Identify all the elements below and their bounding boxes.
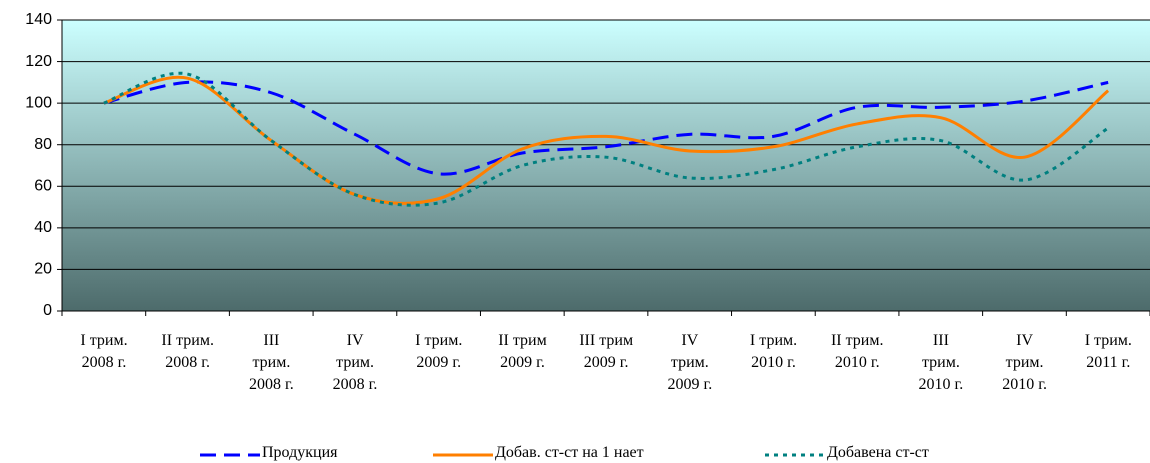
x-tick-label: II трим. 2008 г. — [161, 332, 214, 371]
legend-label: Добав. ст-ст на 1 нает — [495, 444, 644, 461]
x-tick-label: I трим. 2010 г. — [749, 332, 798, 371]
plot-area — [62, 20, 1150, 311]
x-tick-label: I трим. 2008 г. — [80, 332, 128, 371]
y-tick-label: 80 — [34, 136, 52, 153]
x-tick-label: I трим. 2011 г. — [1084, 332, 1132, 371]
series-line — [103, 80, 1109, 176]
y-tick-label: 40 — [34, 219, 52, 236]
x-tick-label: II трим. 2010 г. — [830, 332, 884, 371]
x-tick-label: III трим. 2010 г. — [918, 332, 964, 393]
x-tick-label: IV трим. 2009 г. — [667, 332, 713, 393]
y-tick-label: 0 — [43, 302, 52, 319]
y-tick-label: 20 — [34, 261, 52, 278]
y-tick-label: 100 — [25, 94, 52, 111]
x-tick-label: I трим. 2009 г. — [415, 332, 463, 371]
series-line — [103, 75, 1110, 205]
legend-label: Добавена ст-ст — [827, 444, 929, 461]
x-tick-label: IV трим. 2010 г. — [1002, 332, 1047, 393]
series-line — [103, 71, 1109, 207]
legend-label: Продукция — [262, 444, 338, 461]
y-tick-label: 140 — [25, 11, 52, 28]
x-tick-label: III трим 2009 г. — [579, 332, 634, 371]
y-tick-label: 60 — [34, 178, 52, 195]
y-tick-label: 120 — [25, 53, 52, 70]
x-tick-label: IV трим. 2008 г. — [332, 332, 378, 393]
x-tick-label: II трим 2009 г. — [498, 332, 547, 371]
x-tick-label: III трим. 2008 г. — [248, 332, 294, 393]
